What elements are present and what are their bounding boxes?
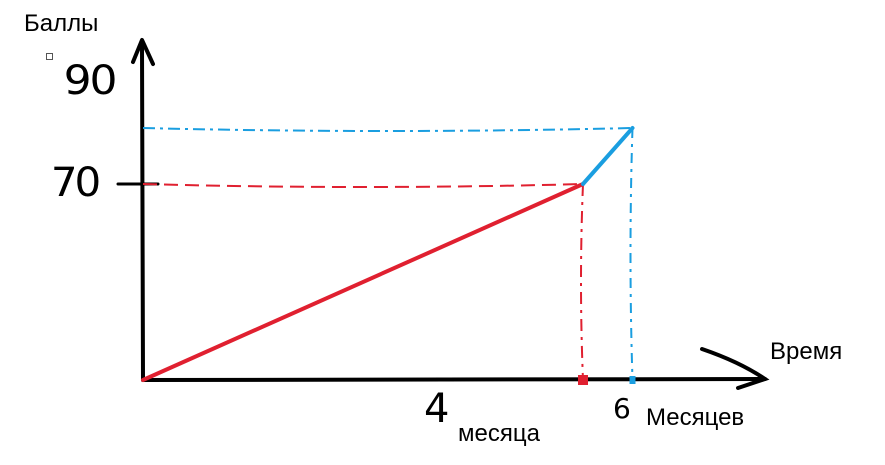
y-tick-label-70: 70 <box>50 160 101 206</box>
x-marker-6 <box>629 376 636 384</box>
x-tick-label-4: 4 <box>424 386 450 432</box>
x-marker-4 <box>578 375 588 385</box>
guide-vertical-4.45 <box>629 127 634 381</box>
series-line-1 <box>141 182 585 382</box>
guide-vertical-4 <box>580 183 584 381</box>
axes <box>116 38 770 390</box>
x-tick-unit-4: месяца <box>458 420 540 447</box>
x-axis-arrowhead <box>700 347 770 390</box>
series-lines <box>141 126 636 385</box>
x-axis-label: Время <box>770 338 843 365</box>
stray-square-mark <box>46 53 53 60</box>
guide-horizontal-70 <box>142 183 584 188</box>
x-axis-line <box>141 377 767 382</box>
y-axis-arrowhead <box>131 38 155 66</box>
x-tick-unit-6: Месяцев <box>646 404 745 431</box>
y-axis-line <box>140 43 145 382</box>
guide-lines <box>142 127 634 381</box>
y-axis-label: Баллы <box>24 10 99 37</box>
y-tick-label-90: 90 <box>63 58 118 104</box>
series-line-2 <box>581 126 635 186</box>
guide-horizontal-90 <box>142 127 633 132</box>
x-tick-label-6: 6 <box>613 392 631 425</box>
